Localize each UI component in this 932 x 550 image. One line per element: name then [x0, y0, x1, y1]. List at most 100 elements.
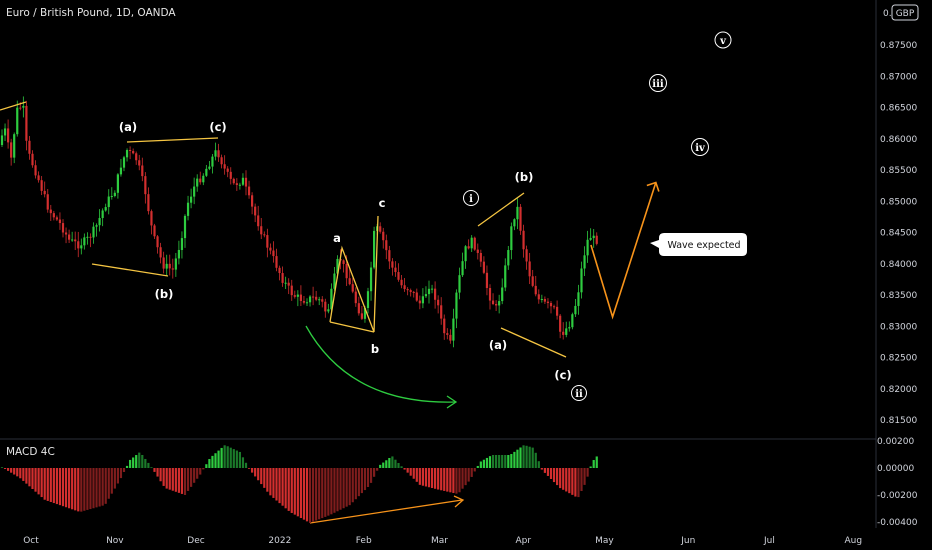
macd-bar	[171, 468, 174, 491]
candle-body	[190, 196, 193, 203]
label-a-top: (a)	[119, 120, 137, 134]
macd-bar	[49, 468, 52, 502]
candle-body	[37, 175, 40, 181]
candle-body	[528, 261, 531, 277]
macd-bar	[40, 468, 43, 498]
wave-line-right-top	[477, 192, 525, 227]
candle-body	[348, 278, 351, 285]
candle-body	[388, 250, 391, 262]
macd-bar	[71, 468, 74, 510]
macd-bar	[37, 468, 40, 495]
candle-body	[537, 294, 540, 300]
candle-body	[571, 314, 574, 328]
macd-bar	[74, 468, 77, 511]
macd-bar	[504, 455, 507, 468]
macd-bar	[226, 446, 229, 468]
macd-bar	[28, 468, 31, 487]
candle-body	[205, 168, 208, 176]
label-iii-text: iii	[652, 79, 664, 90]
macd-bar	[183, 468, 187, 495]
candle-body	[330, 288, 333, 310]
candle-body	[513, 219, 516, 227]
macd-bar	[571, 468, 574, 495]
macd-bar	[269, 468, 272, 496]
macd-bar	[34, 468, 37, 492]
macd-bar	[141, 454, 144, 468]
candle-body	[443, 318, 446, 334]
candle-body	[226, 168, 229, 172]
candle-body	[217, 150, 220, 158]
macd-bar	[592, 460, 595, 468]
candle-body	[415, 292, 418, 301]
time-tick-label: Jun	[680, 536, 695, 546]
currency-badge-text: GBP	[896, 9, 915, 19]
macd-bar	[382, 462, 385, 468]
candle-body	[299, 294, 302, 302]
price-tick-label: 0.86500	[880, 104, 917, 114]
candle-body	[507, 250, 510, 266]
candle-body	[77, 241, 80, 249]
macd-bar	[147, 462, 150, 468]
time-tick-label: Apr	[516, 536, 532, 546]
macd-bar	[229, 447, 232, 468]
candle-body	[449, 334, 452, 341]
macd-bar	[473, 468, 476, 472]
candle-body	[595, 235, 598, 244]
candle-body	[345, 263, 348, 279]
label-a-right: (a)	[489, 338, 507, 352]
macd-bar	[446, 468, 449, 492]
wave-labels: (a) (c) (b) a b c (b) (a) (c) i ii iii i…	[119, 31, 732, 401]
candle-body	[293, 295, 296, 297]
candle-body	[177, 249, 180, 259]
candle-body	[522, 230, 525, 250]
macd-divergence-arrowhead	[453, 495, 465, 508]
macd-bar	[339, 468, 342, 510]
candle-body	[485, 272, 489, 289]
macd-bar	[552, 468, 556, 483]
candle-body	[168, 263, 171, 269]
candle-body	[488, 288, 492, 301]
macd-bar	[43, 468, 46, 500]
price-tick-label: 0.86000	[880, 135, 917, 145]
currency-badge[interactable]: GBP	[891, 4, 919, 21]
macd-bar	[421, 468, 424, 486]
candle-body	[171, 268, 174, 270]
macd-bar	[342, 468, 345, 509]
candle-body	[495, 304, 498, 306]
candle-body	[68, 234, 71, 240]
macd-tick-label: 0.00200	[877, 437, 914, 447]
projection-arrowhead	[646, 181, 660, 192]
candle-body	[153, 225, 156, 237]
macd-bar	[83, 468, 86, 511]
candle-body	[336, 258, 339, 274]
macd-bar	[577, 468, 580, 498]
macd-bar	[498, 455, 501, 468]
candle-body	[31, 153, 34, 166]
candle-body	[89, 236, 92, 238]
candle-body	[71, 239, 74, 241]
candle-body	[119, 167, 123, 175]
candle-body	[40, 180, 43, 191]
macd-bar	[491, 455, 495, 468]
candle-body	[229, 171, 232, 179]
wave-expected-callout[interactable]: Wave expected	[650, 233, 747, 256]
macd-bar	[357, 468, 360, 497]
macd-bar	[132, 457, 135, 468]
candle-body	[516, 206, 519, 220]
candle-body	[43, 190, 46, 195]
candle-body	[107, 196, 110, 208]
candle-body	[318, 299, 321, 301]
macd-bar	[190, 468, 193, 487]
candle-body	[305, 302, 309, 304]
candle-body	[254, 206, 257, 216]
wave-line-a-c	[126, 137, 219, 143]
candle-body	[235, 183, 238, 185]
candle-body	[351, 284, 354, 292]
macd-bar	[488, 456, 492, 468]
candle-body	[223, 164, 226, 169]
candle-body	[531, 276, 534, 286]
macd-bar	[427, 468, 431, 488]
macd-bar	[16, 468, 19, 477]
macd-bar	[470, 468, 473, 477]
